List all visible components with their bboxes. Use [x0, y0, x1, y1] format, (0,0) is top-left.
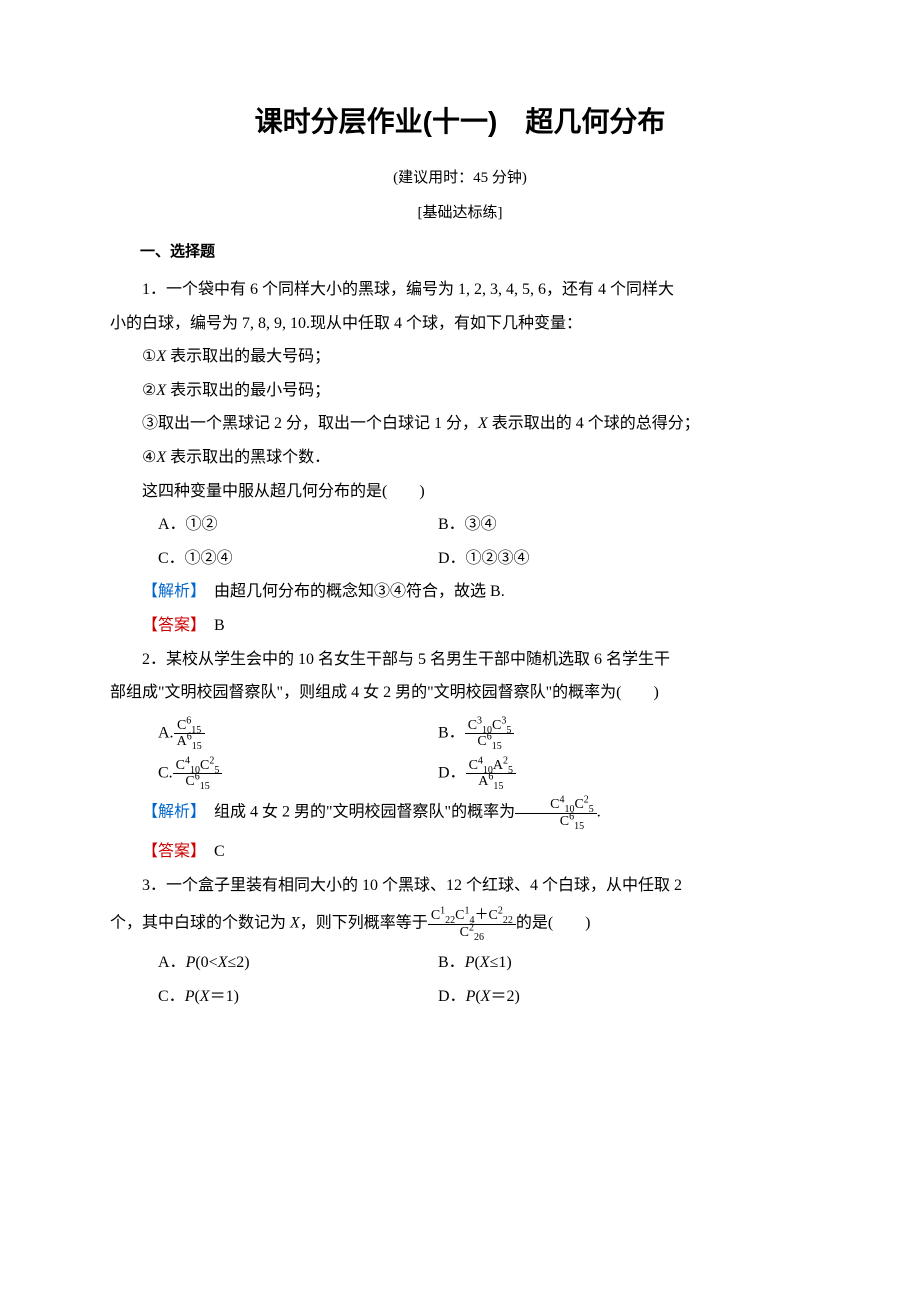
q1-option-b: B．③④ — [438, 508, 810, 542]
q3-options-row1: A．P(0<X≤2) B．P(X≤1) — [110, 946, 810, 980]
analysis-label: 【解析】 — [142, 583, 198, 600]
q1-options-row2: C．①②④ D．①②③④ — [110, 542, 810, 576]
q1-option-d: D．①②③④ — [438, 542, 810, 576]
q1-option-a: A．①② — [158, 508, 438, 542]
q2-option-b: B．C310C35C615 — [438, 718, 810, 750]
q2-analysis: 【解析】 组成 4 女 2 男的"文明校园督察队"的概率为C410C25C615… — [110, 797, 810, 829]
q1-option-c: C．①②④ — [158, 542, 438, 576]
q2-stem-line1: 2．某校从学生会中的 10 名女生干部与 5 名男生干部中随机选取 6 名学生干 — [110, 643, 810, 677]
analysis-label: 【解析】 — [142, 804, 198, 821]
q2-options-row2: C.C410C25C615 D．C410A25A615 — [110, 758, 810, 790]
q2-answer: 【答案】 C — [110, 835, 810, 869]
q2-options-row1: A.C615A615 B．C310C35C615 — [110, 718, 810, 750]
q3-option-a: A．P(0<X≤2) — [158, 946, 438, 980]
q1-stem-line1: 1．一个袋中有 6 个同样大小的黑球，编号为 1, 2, 3, 4, 5, 6，… — [110, 273, 810, 307]
q2-option-c: C.C410C25C615 — [158, 758, 438, 790]
answer-label: 【答案】 — [142, 843, 198, 860]
q1-analysis: 【解析】 由超几何分布的概念知③④符合，故选 B. — [110, 575, 810, 609]
page-title: 课时分层作业(十一) 超几何分布 — [110, 100, 810, 140]
subtitle-time: (建议用时：45 分钟) — [110, 166, 810, 187]
q1-item3: ③取出一个黑球记 2 分，取出一个白球记 1 分，X 表示取出的 4 个球的总得… — [110, 407, 810, 441]
heading-multiple-choice: 一、选择题 — [110, 240, 810, 261]
q1-options-row1: A．①② B．③④ — [110, 508, 810, 542]
q2-option-a: A.C615A615 — [158, 718, 438, 750]
q3-stem-line1: 3．一个盒子里装有相同大小的 10 个黑球、12 个红球、4 个白球，从中任取 … — [110, 869, 810, 903]
q2-option-d: D．C410A25A615 — [438, 758, 810, 790]
q1-item4: ④X 表示取出的黑球个数． — [110, 441, 810, 475]
q1-ask: 这四种变量中服从超几何分布的是( ) — [110, 475, 810, 509]
q1-stem-line2: 小的白球，编号为 7, 8, 9, 10.现从中任取 4 个球，有如下几种变量： — [110, 307, 810, 341]
q1-item2: ②X 表示取出的最小号码； — [110, 374, 810, 408]
q3-option-b: B．P(X≤1) — [438, 946, 810, 980]
q3-option-d: D．P(X＝2) — [438, 980, 810, 1014]
q3-option-c: C．P(X＝1) — [158, 980, 438, 1014]
q2-stem-line2: 部组成"文明校园督察队"，则组成 4 女 2 男的"文明校园督察队"的概率为( … — [110, 676, 810, 710]
q1-answer: 【答案】 B — [110, 609, 810, 643]
q3-stem-line2: 个，其中白球的个数记为 X，则下列概率等于C122C14＋C222C226的是(… — [110, 908, 810, 940]
section-label: [基础达标练] — [110, 201, 810, 222]
q3-options-row2: C．P(X＝1) D．P(X＝2) — [110, 980, 810, 1014]
q1-item1: ①X 表示取出的最大号码； — [110, 340, 810, 374]
answer-label: 【答案】 — [142, 617, 198, 634]
